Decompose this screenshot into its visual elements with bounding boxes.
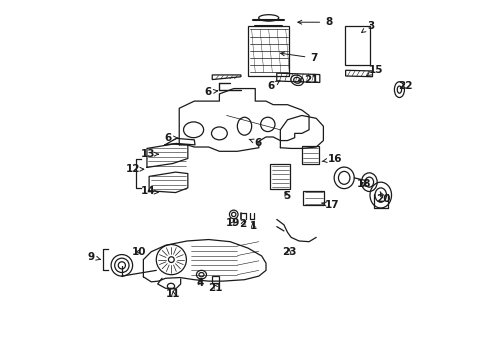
Text: 23: 23: [281, 247, 296, 257]
Text: 3: 3: [361, 21, 374, 32]
Text: 6: 6: [204, 87, 217, 97]
Text: 7: 7: [280, 52, 317, 63]
Text: 4: 4: [196, 278, 203, 288]
Bar: [211, 276, 219, 283]
Bar: [301, 146, 319, 163]
Text: 21: 21: [298, 75, 318, 85]
Text: 6: 6: [267, 80, 280, 91]
Text: 13: 13: [140, 149, 158, 159]
Text: 17: 17: [321, 200, 339, 210]
Text: 8: 8: [297, 17, 332, 27]
Text: 6: 6: [248, 138, 261, 148]
Text: 14: 14: [140, 186, 158, 197]
Bar: [303, 191, 324, 205]
Bar: [270, 164, 290, 189]
Text: 11: 11: [166, 289, 181, 299]
Bar: [344, 26, 369, 65]
Text: 2: 2: [239, 220, 246, 229]
Text: 18: 18: [356, 179, 371, 189]
Text: 22: 22: [397, 81, 411, 91]
Text: 21: 21: [208, 283, 223, 293]
Text: 9: 9: [87, 252, 100, 262]
Text: 15: 15: [366, 64, 383, 76]
Text: 16: 16: [322, 154, 342, 164]
Text: 12: 12: [125, 164, 143, 174]
Text: 1: 1: [249, 221, 256, 231]
Text: 5: 5: [283, 191, 290, 201]
Text: 19: 19: [225, 218, 240, 228]
Text: 10: 10: [132, 247, 146, 257]
Text: 20: 20: [376, 192, 390, 204]
Text: 6: 6: [164, 133, 178, 143]
Bar: [247, 26, 289, 76]
